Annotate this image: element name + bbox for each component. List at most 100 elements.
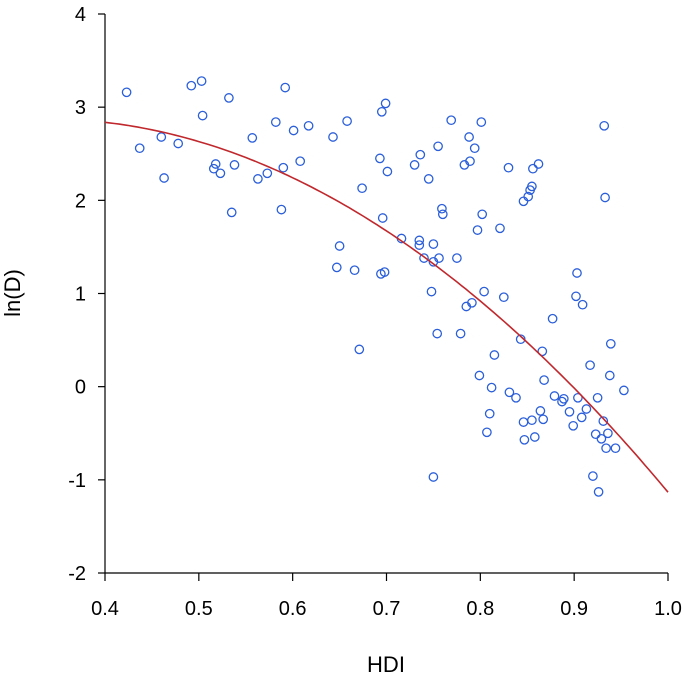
data-point <box>295 156 306 167</box>
data-point <box>331 262 342 273</box>
data-point <box>262 168 273 179</box>
data-point <box>379 267 390 277</box>
data-point <box>528 163 538 174</box>
data-point <box>186 80 197 91</box>
data-point <box>253 174 263 184</box>
data-point <box>590 429 601 440</box>
data-point <box>328 132 338 142</box>
data-point <box>533 159 544 169</box>
data-point <box>535 406 546 416</box>
data-point <box>415 149 426 160</box>
data-point <box>598 416 609 426</box>
data-point <box>173 138 184 149</box>
y-tick-label: 1 <box>75 284 86 306</box>
data-point <box>605 338 616 349</box>
data-point <box>503 162 514 173</box>
data-point <box>382 166 393 177</box>
data-point <box>599 120 610 131</box>
x-axis-title: HDI <box>367 652 405 677</box>
data-point <box>426 286 437 297</box>
y-axis-title: ln(D) <box>0 269 25 317</box>
data-point <box>619 385 629 396</box>
data-point <box>247 133 258 143</box>
data-point <box>276 204 287 215</box>
data-point <box>409 160 420 170</box>
data-point <box>529 432 540 442</box>
data-point <box>519 434 530 445</box>
data-point <box>601 443 611 454</box>
y-tick-label: 2 <box>75 190 86 212</box>
data-point <box>437 209 448 220</box>
data-point <box>610 443 621 454</box>
data-point <box>568 420 579 431</box>
y-tick-label: 3 <box>75 97 86 119</box>
data-point <box>357 183 367 194</box>
data-point <box>476 117 487 127</box>
data-point <box>437 203 447 214</box>
data-point <box>472 225 483 235</box>
data-point <box>196 76 207 86</box>
data-point <box>134 143 145 154</box>
data-point <box>423 174 434 184</box>
data-point <box>419 253 429 263</box>
data-point <box>349 265 360 276</box>
data-point <box>479 286 489 297</box>
data-point <box>208 163 219 174</box>
data-point <box>342 116 352 126</box>
data-point <box>197 110 208 121</box>
data-point <box>577 299 588 310</box>
data-point <box>573 392 583 403</box>
data-point <box>428 239 439 249</box>
data-point <box>518 196 529 207</box>
data-point <box>596 433 607 444</box>
data-point <box>159 173 169 183</box>
data-point <box>474 370 485 381</box>
data-point <box>224 93 234 103</box>
x-tick-label: 0.9 <box>560 598 588 620</box>
data-point <box>571 291 581 302</box>
data-point <box>537 346 548 357</box>
data-point <box>467 297 477 308</box>
data-point <box>527 181 537 192</box>
data-point <box>354 344 365 355</box>
x-tick-label: 0.6 <box>279 598 307 620</box>
data-point <box>495 223 505 234</box>
data-point <box>375 153 385 164</box>
x-tick-label: 0.5 <box>185 598 213 620</box>
data-point <box>377 213 388 223</box>
axes <box>98 13 669 581</box>
data-point <box>465 156 475 167</box>
data-point <box>464 132 474 142</box>
data-point <box>270 117 281 127</box>
data-point <box>446 115 457 126</box>
data-point <box>469 143 480 154</box>
data-point <box>210 159 221 169</box>
data-point <box>572 268 582 278</box>
y-tick-label: -2 <box>68 563 86 585</box>
data-point <box>557 396 567 407</box>
data-point <box>585 360 595 371</box>
data-point <box>511 392 521 403</box>
data-point <box>581 404 592 414</box>
data-point <box>547 313 558 324</box>
data-point <box>434 253 444 263</box>
data-point <box>549 391 560 401</box>
data-point <box>527 415 537 426</box>
data-point <box>523 191 534 202</box>
x-tick-label: 0.8 <box>466 598 494 620</box>
data-point <box>600 192 610 203</box>
tick-labels: 0.4 0.5 0.6 0.7 0.8 0.9 1.0 -2 -1 0 1 2 3 4 <box>68 4 682 620</box>
data-point <box>229 160 240 170</box>
y-tick-label: 0 <box>75 377 86 399</box>
data-point <box>303 120 314 131</box>
data-point <box>539 375 549 385</box>
data-point <box>226 207 237 218</box>
data-point <box>215 168 226 179</box>
data-point <box>482 427 492 438</box>
data-point <box>588 471 598 481</box>
data-point <box>518 417 529 427</box>
data-point <box>376 106 387 117</box>
data-point <box>489 350 500 360</box>
fit-curve <box>104 121 669 493</box>
